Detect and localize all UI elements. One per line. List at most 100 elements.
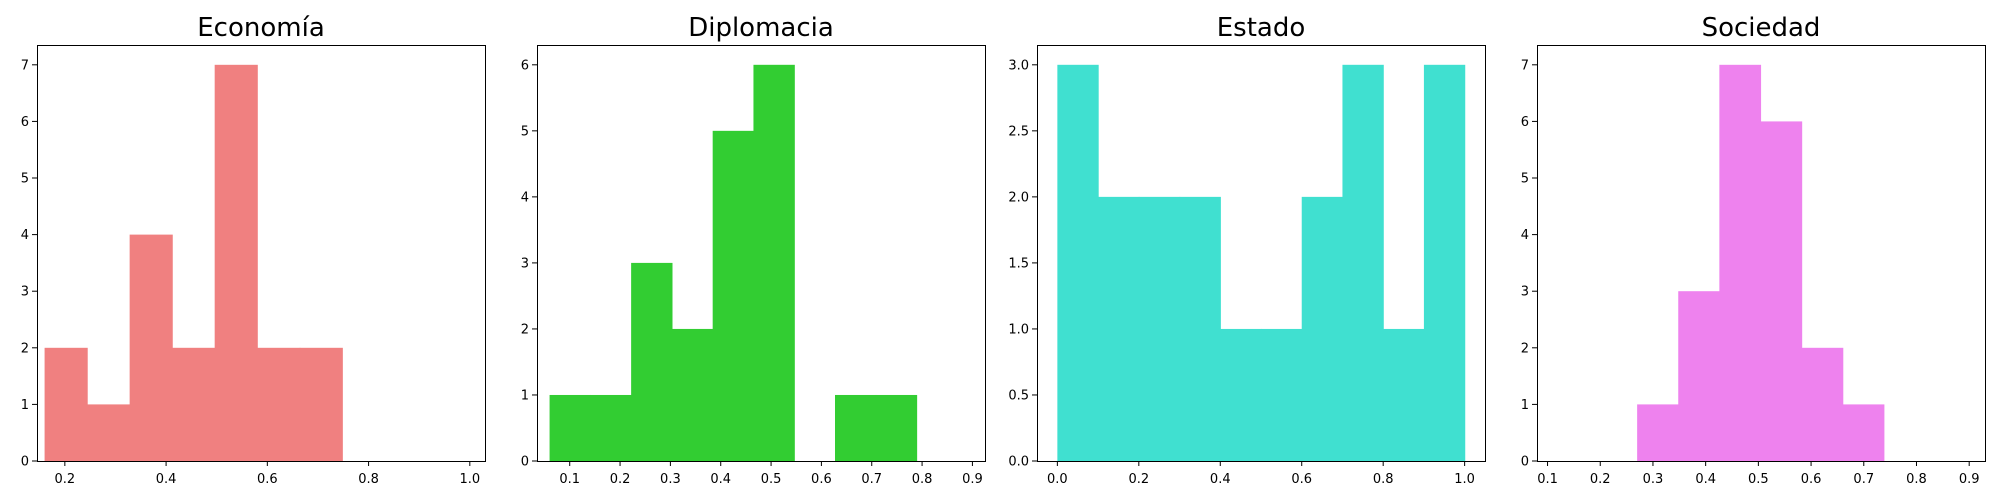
sociedad-bar-4	[1801, 347, 1844, 461]
sociedad-bar-1	[1678, 291, 1720, 461]
sociedad-ytick-label-4: 4	[1521, 228, 1529, 243]
diplomacia-xtick-label-0: 0.1	[559, 472, 580, 487]
sociedad-bar-5	[1842, 404, 1885, 461]
estado-xtick-label-0: 0.0	[1047, 472, 1068, 487]
economia-title: Economía	[197, 13, 325, 43]
estado-axes-frame	[1037, 45, 1486, 462]
sociedad-ytick-label-6: 6	[1521, 115, 1529, 130]
economia-bar-1	[87, 404, 131, 461]
estado-bar-8	[1383, 328, 1425, 461]
sociedad-ytick-label-2: 2	[1521, 341, 1529, 356]
estado-bar-4	[1220, 328, 1262, 461]
diplomacia-xtick-label-8: 0.9	[962, 472, 983, 487]
estado-xtick-label-5: 1.0	[1454, 472, 1475, 487]
sociedad-xtick-label-3: 0.4	[1695, 472, 1716, 487]
estado-xtick-label-2: 0.4	[1210, 472, 1231, 487]
diplomacia-xtick-label-4: 0.5	[761, 472, 782, 487]
diplomacia-ytick-label-1: 1	[521, 388, 529, 403]
sociedad-xtick-label-7: 0.8	[1906, 472, 1927, 487]
economia-ytick-label-2: 2	[21, 341, 29, 356]
estado-xtick-label-1: 0.2	[1128, 472, 1149, 487]
estado-title: Estado	[1217, 13, 1306, 43]
sociedad-title: Sociedad	[1702, 13, 1821, 43]
diplomacia-bar-8	[875, 394, 918, 461]
sociedad-xtick-label-6: 0.7	[1853, 472, 1874, 487]
sociedad-xtick-label-1: 0.2	[1590, 472, 1611, 487]
economia-chart: 0.2 0.4 0.6 0.8 1.0 0 1 2 3 4 5 6 7 Economía	[21, 13, 486, 487]
economia-axes-frame	[37, 45, 486, 462]
diplomacia-ytick-label-3: 3	[521, 256, 529, 271]
estado-bar-2	[1138, 196, 1181, 461]
estado-ytick-label-6: 3.0	[1008, 58, 1029, 73]
sociedad-ytick-label-1: 1	[1521, 398, 1529, 413]
economia-ytick-label-1: 1	[21, 398, 29, 413]
sociedad-xtick-label-2: 0.3	[1643, 472, 1664, 487]
diplomacia-xtick-label-7: 0.8	[912, 472, 933, 487]
economia-ytick-label-5: 5	[21, 172, 29, 187]
diplomacia-xtick-label-3: 0.4	[710, 472, 731, 487]
economia-ytick-label-6: 6	[21, 115, 29, 130]
diplomacia-bar-7	[835, 394, 877, 461]
estado-bar-3	[1179, 196, 1221, 461]
estado-ytick-label-5: 2.5	[1008, 124, 1029, 139]
economia-xtick-label-2: 0.6	[257, 472, 278, 487]
estado-ytick-label-1: 0.5	[1008, 388, 1029, 403]
economia-xtick-label-0: 0.2	[54, 472, 75, 487]
diplomacia-bar-1	[590, 394, 632, 461]
estado-xtick-label-4: 0.8	[1373, 472, 1394, 487]
diplomacia-bar-4	[712, 130, 755, 461]
economia-bar-2	[129, 234, 173, 461]
diplomacia-title: Diplomacia	[688, 13, 834, 43]
estado-xtick-label-3: 0.6	[1291, 472, 1312, 487]
estado-ytick-label-3: 1.5	[1008, 256, 1029, 271]
diplomacia-xtick-label-1: 0.2	[610, 472, 631, 487]
economia-bar-4	[214, 64, 258, 461]
economia-ytick-label-4: 4	[21, 228, 29, 243]
estado-bar-0	[1057, 64, 1099, 461]
economia-bar-3	[172, 347, 216, 461]
diplomacia-bar-2	[631, 262, 673, 461]
estado-ytick-label-0: 0.0	[1008, 455, 1029, 470]
sociedad-bar-0	[1637, 404, 1679, 461]
economia-xtick-label-3: 0.8	[358, 472, 379, 487]
estado-ytick-label-2: 1.0	[1008, 322, 1029, 337]
economia-xtick-label-1: 0.4	[156, 472, 177, 487]
diplomacia-axes-frame	[537, 45, 986, 462]
diplomacia-ytick-label-5: 5	[521, 124, 529, 139]
economia-ytick-label-7: 7	[21, 58, 29, 73]
estado-bar-1	[1098, 196, 1140, 461]
diplomacia-ytick-label-2: 2	[521, 322, 529, 337]
diplomacia-bar-3	[671, 328, 714, 461]
diplomacia-xtick-label-2: 0.3	[660, 472, 681, 487]
sociedad-bar-3	[1760, 121, 1803, 461]
estado-bar-9	[1423, 64, 1466, 461]
diplomacia-xtick-label-6: 0.7	[861, 472, 882, 487]
diplomacia-xtick-label-5: 0.6	[811, 472, 832, 487]
economia-bar-6	[299, 347, 343, 461]
economia-xtick-label-4: 1.0	[459, 472, 480, 487]
sociedad-ytick-label-5: 5	[1521, 172, 1529, 187]
economia-bar-5	[257, 347, 301, 461]
sociedad-xtick-label-8: 0.9	[1959, 472, 1980, 487]
estado-bar-6	[1301, 196, 1344, 461]
sociedad-chart: 0.1 0.2 0.3 0.4 0.5 0.6 0.7 0.8 0.9 0 1 2 3 4 5 6 7 Socie…	[1521, 13, 1986, 487]
diplomacia-ytick-label-4: 4	[521, 190, 529, 205]
sociedad-bar-2	[1719, 64, 1762, 461]
estado-chart: 0.0 0.2 0.4 0.6 0.8 1.0 0.0 0.5 1.0 1.5 2.0 2.5 3.0 E…	[1008, 13, 1486, 487]
sociedad-xtick-label-5: 0.6	[1801, 472, 1822, 487]
estado-ytick-label-4: 2.0	[1008, 190, 1029, 205]
diplomacia-chart: 0.1 0.2 0.3 0.4 0.5 0.6 0.7 0.8 0.9 0 1 2 3 4 5 6 Diplom…	[521, 13, 986, 487]
diplomacia-bar-5	[753, 64, 795, 461]
sociedad-xtick-label-0: 0.1	[1537, 472, 1558, 487]
diplomacia-ytick-label-0: 0	[521, 455, 529, 470]
economia-ytick-label-3: 3	[21, 285, 29, 300]
estado-bar-5	[1261, 328, 1303, 461]
sociedad-ytick-label-0: 0	[1521, 455, 1529, 470]
sociedad-xtick-label-4: 0.5	[1748, 472, 1769, 487]
economia-bar-0	[44, 347, 88, 461]
sociedad-ytick-label-7: 7	[1521, 58, 1529, 73]
sociedad-ytick-label-3: 3	[1521, 285, 1529, 300]
diplomacia-bar-0	[549, 394, 591, 461]
economia-ytick-label-0: 0	[21, 455, 29, 470]
